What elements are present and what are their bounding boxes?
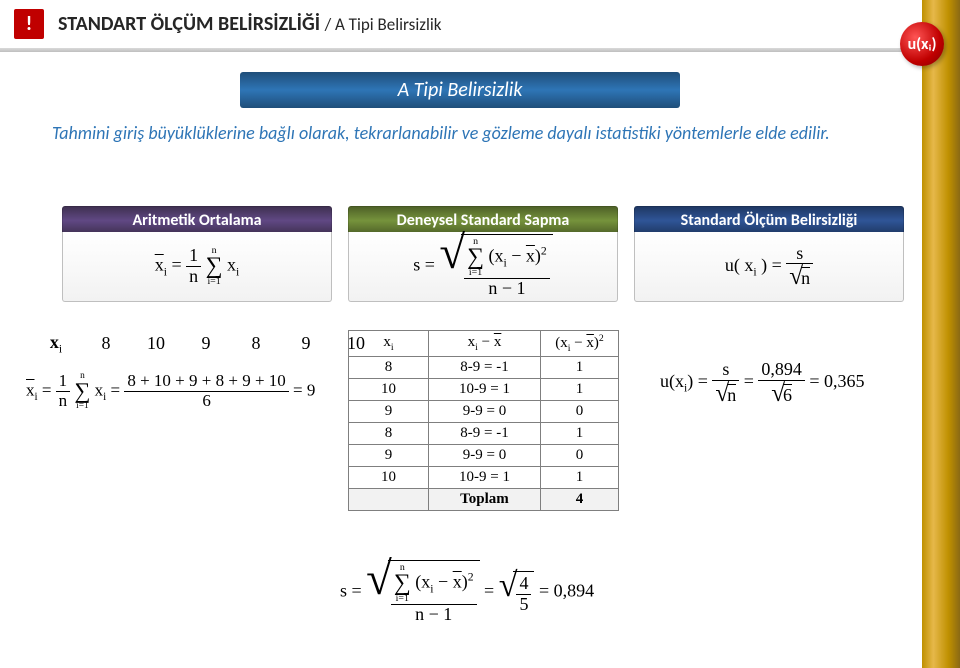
page-title: STANDART ÖLÇÜM BELİRSİZLİĞİ / A Tipi Bel… [58, 12, 441, 36]
description: Tahmini giriş büyüklüklerine bağlı olara… [52, 122, 882, 145]
s-calc: s = √n∑i=1 (xi − x)2n − 1 = √45 = 0,894 [340, 560, 594, 625]
cell: 0 [541, 445, 619, 467]
sample-val: 10 [132, 332, 180, 356]
s-den: 5 [516, 595, 531, 615]
mean-result: 9 [307, 380, 316, 399]
cell: 8-9 = -1 [429, 357, 541, 379]
title-main: STANDART ÖLÇÜM BELİRSİZLİĞİ [58, 12, 320, 36]
th-dev2: (xi − x)2 [541, 331, 619, 357]
s-num: 4 [516, 574, 531, 595]
th-dev: xi − x [429, 331, 541, 357]
formula-unc: u( xi ) = s√n [634, 232, 904, 302]
alert-icon: ! [14, 9, 44, 39]
cell: 10 [349, 379, 429, 401]
dev-table: xi xi − x (xi − x)2 88-9 = -11 1010-9 = … [348, 330, 619, 511]
gold-band [922, 0, 960, 668]
col-head-mean: Aritmetik Ortalama [62, 206, 332, 235]
header: ! STANDART ÖLÇÜM BELİRSİZLİĞİ / A Tipi B… [0, 0, 960, 48]
cell: 10-9 = 1 [429, 379, 541, 401]
cell: 10 [349, 467, 429, 489]
sample-val: 8 [232, 332, 280, 356]
u-calc: u(xi) = s√n = 0,894√6 = 0,365 [660, 360, 865, 406]
title-sub: / A Tipi Belirsizlik [325, 14, 442, 35]
cell: 1 [541, 467, 619, 489]
cell: 1 [541, 357, 619, 379]
sample-val: 9 [282, 332, 330, 356]
u-value: 0,365 [824, 371, 865, 391]
uxi-badge: u(xᵢ) [900, 22, 944, 66]
cell: 8-9 = -1 [429, 423, 541, 445]
formula-sd: s = √n∑i=1 (xi − x)2n − 1 [348, 232, 618, 302]
sample-row: xi 8 10 9 8 9 10 [30, 330, 382, 358]
cell: 10-9 = 1 [429, 467, 541, 489]
cell: 1 [541, 423, 619, 445]
th-x: xi [349, 331, 429, 357]
cell: 0 [541, 401, 619, 423]
cell: 9-9 = 0 [429, 401, 541, 423]
cell: 9 [349, 445, 429, 467]
cell: 9-9 = 0 [429, 445, 541, 467]
col-head-unc: Standard Ölçüm Belirsizliği [634, 206, 904, 235]
u-num: 0,894 [758, 360, 805, 381]
formula-mean: xi = 1n n∑i=1 xi [62, 232, 332, 302]
header-rule [0, 48, 960, 52]
cell: 8 [349, 357, 429, 379]
s-value: 0,894 [554, 581, 595, 601]
total-label: Toplam [429, 489, 541, 511]
sample-val: 9 [182, 332, 230, 356]
cell: 1 [541, 379, 619, 401]
mean-den: 6 [124, 392, 288, 411]
cell: 9 [349, 401, 429, 423]
sample-label: xi [32, 332, 80, 356]
cell: 8 [349, 423, 429, 445]
col-head-sd: Deneysel Standard Sapma [348, 206, 618, 235]
mean-calc: xi = 1n n∑i=1 xi = 8 + 10 + 9 + 8 + 9 + … [26, 372, 315, 411]
u-den: 6 [783, 384, 792, 405]
mean-num: 8 + 10 + 9 + 8 + 9 + 10 [124, 372, 288, 392]
total-value: 4 [541, 489, 619, 511]
section-banner: A Tipi Belirsizlik [240, 72, 680, 108]
sample-val: 8 [82, 332, 130, 356]
